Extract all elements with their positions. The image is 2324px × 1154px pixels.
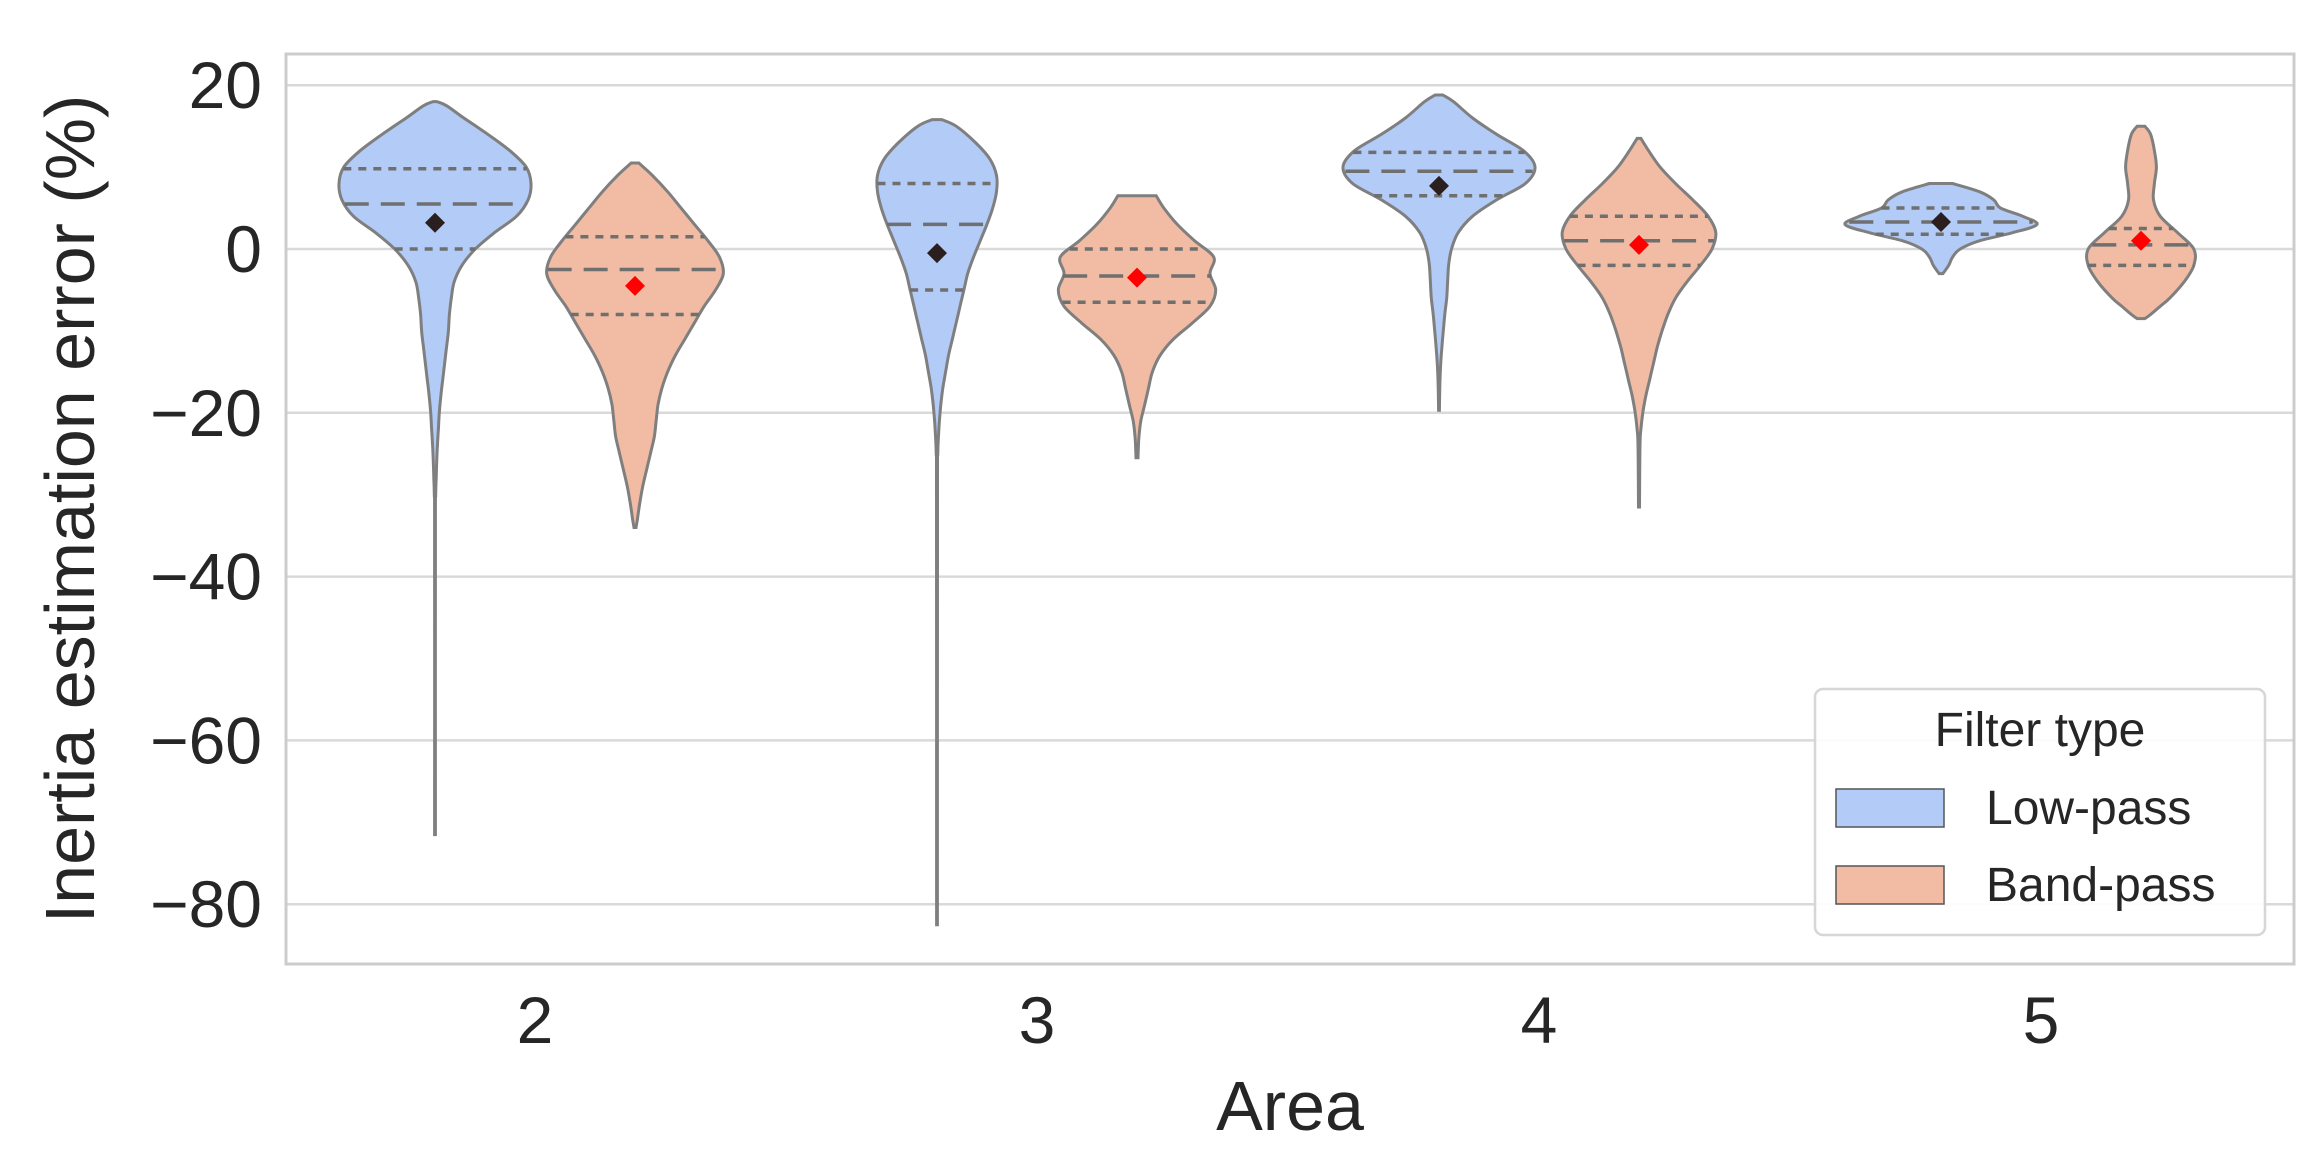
y-tick-label: 0 — [225, 212, 262, 286]
violin-low-pass-area-4 — [1341, 93, 1537, 412]
mean-marker — [1931, 211, 1951, 232]
violin-body — [2085, 124, 2197, 321]
y-tick-label: −80 — [150, 867, 262, 941]
violin-band-pass-area-5 — [2085, 124, 2197, 321]
y-tick-label: −40 — [150, 540, 262, 614]
plot-frame — [284, 52, 2296, 966]
violin-body — [1560, 136, 1718, 509]
violin-band-pass-area-3 — [1056, 194, 1218, 460]
violin-low-pass-area-5 — [1843, 182, 2039, 276]
mean-marker — [1127, 267, 1147, 288]
violin-body — [1341, 93, 1537, 412]
x-tick-label: 4 — [1521, 983, 1558, 1057]
legend: Filter type Low-pass Band-pass — [1813, 687, 2267, 937]
y-tick-label: 20 — [189, 48, 262, 122]
violin-low-pass-area-3 — [875, 118, 999, 927]
legend-label-band-pass: Band-pass — [1986, 859, 2215, 912]
mean-marker — [1629, 234, 1649, 255]
x-tick-label: 3 — [1019, 983, 1056, 1057]
mean-marker — [425, 212, 445, 233]
violin-body — [337, 100, 533, 837]
mean-marker — [2131, 230, 2151, 251]
mean-marker — [625, 275, 645, 296]
violin-body — [875, 118, 999, 927]
violin-body — [545, 161, 725, 529]
y-tick-label: −20 — [150, 376, 262, 450]
mean-marker — [927, 243, 947, 264]
y-tick-labels: 20 0 −20 −40 −60 −80 — [150, 48, 262, 941]
x-axis-title: Area — [1216, 1067, 1364, 1145]
violin-low-pass-area-2 — [337, 100, 533, 837]
y-tick-label: −60 — [150, 703, 262, 777]
violin-band-pass-area-2 — [545, 161, 725, 529]
violins — [337, 93, 2197, 927]
violin-band-pass-area-4 — [1560, 136, 1718, 509]
legend-swatch-band-pass — [1835, 865, 1945, 905]
x-tick-label: 5 — [2023, 983, 2060, 1057]
y-axis-title: Inertia estimation error (%) — [31, 95, 109, 924]
legend-label-low-pass: Low-pass — [1986, 782, 2191, 835]
x-tick-labels: 2 3 4 5 — [517, 983, 2060, 1057]
x-tick-label: 2 — [517, 983, 554, 1057]
legend-swatch-low-pass — [1835, 788, 1945, 828]
legend-title: Filter type — [1935, 704, 2146, 757]
mean-marker — [1429, 175, 1449, 196]
